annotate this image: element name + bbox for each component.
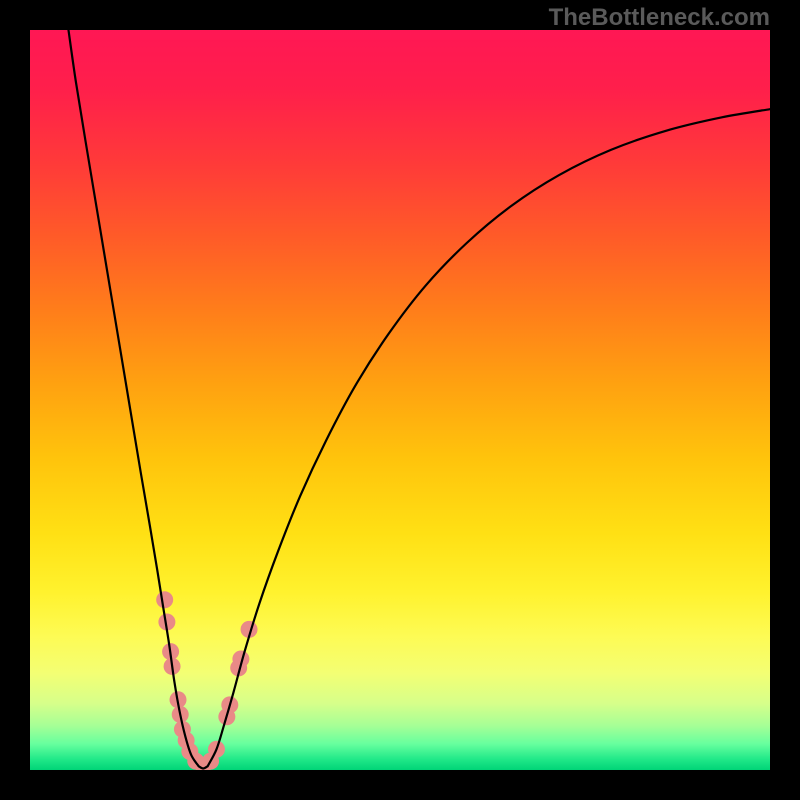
chart-container: TheBottleneck.com bbox=[0, 0, 800, 800]
marker-0 bbox=[156, 591, 173, 608]
curve-layer bbox=[30, 30, 770, 770]
plot-area bbox=[30, 30, 770, 770]
left-curve bbox=[68, 30, 198, 766]
right-curve bbox=[208, 109, 770, 766]
watermark-text: TheBottleneck.com bbox=[549, 4, 770, 32]
